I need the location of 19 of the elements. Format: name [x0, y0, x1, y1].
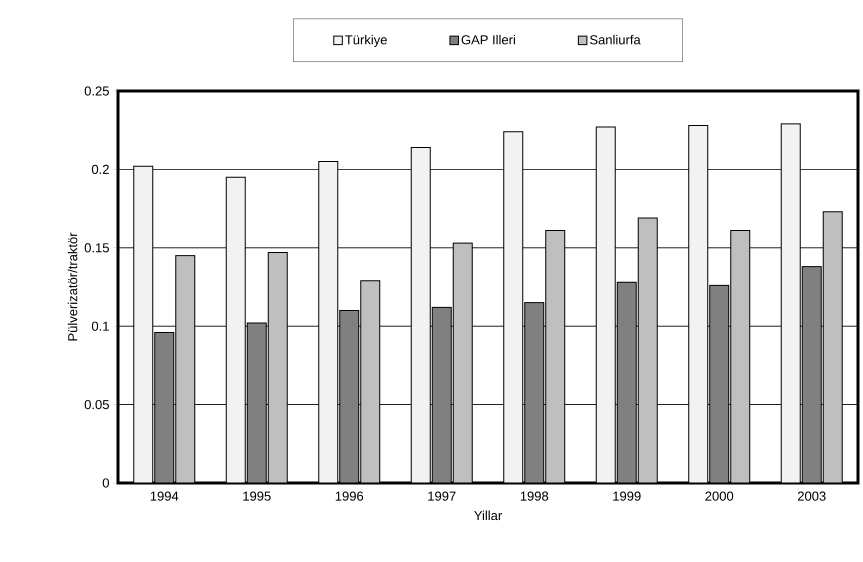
y-tick-label: 0: [102, 478, 109, 488]
x-tick-label: 1999: [613, 492, 641, 501]
y-tick-label: 0.15: [84, 243, 109, 252]
y-tick-label: 0.1: [92, 322, 109, 331]
x-tick-label: 2003: [798, 492, 826, 501]
legend-label: Sanliurfa: [590, 34, 641, 44]
y-tick-label: 0.25: [84, 86, 109, 96]
x-tick-label: 1998: [520, 492, 548, 501]
x-tick-label: 1995: [243, 492, 271, 501]
x-tick-label: 1997: [428, 492, 456, 501]
y-tick-label: 0.2: [92, 164, 109, 174]
x-axis-title: Yillar: [474, 510, 502, 520]
y-axis-title: Pülverizatör/traktör: [68, 232, 78, 340]
legend-label: Türkiye: [345, 34, 387, 47]
legend-label: GAP Illeri: [462, 34, 515, 44]
x-tick-label: 1994: [150, 492, 178, 501]
x-tick-label: 1996: [336, 492, 364, 501]
x-tick-label: 2000: [705, 492, 734, 501]
y-tick-label: 0.05: [84, 400, 109, 410]
